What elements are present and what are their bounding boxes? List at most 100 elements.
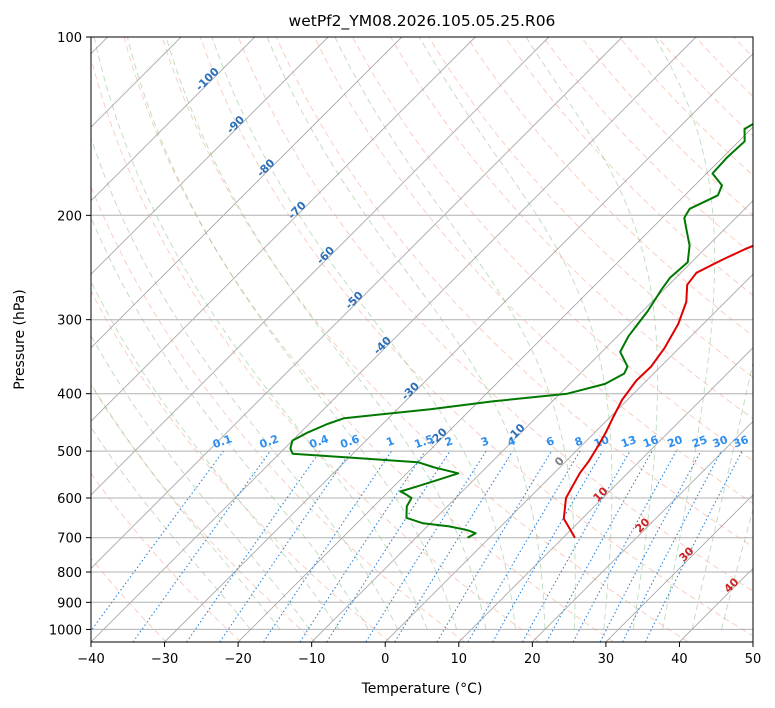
x-tick-label: −10 <box>298 652 325 667</box>
dry-adiabat <box>428 37 753 378</box>
x-tick-label: 30 <box>598 652 615 667</box>
y-tick-label: 100 <box>57 31 82 46</box>
moist-adiabat <box>91 382 281 630</box>
isotherm <box>91 37 329 275</box>
dry-adiabat <box>199 37 753 637</box>
mixing-ratio-line <box>91 450 224 632</box>
mixing-ratio-line <box>299 450 426 642</box>
mixing-ratio-label: 8 <box>573 434 585 449</box>
plot-area <box>91 37 753 642</box>
dry-adiabat <box>123 37 614 642</box>
x-tick-label: −40 <box>77 652 104 667</box>
moist-adiabat <box>91 334 310 630</box>
mixing-ratio-label: 36 <box>731 433 750 451</box>
dewpoint-profile-line <box>289 122 753 539</box>
moist-adiabat <box>525 37 659 630</box>
dry-adiabat <box>390 37 753 420</box>
dry-adiabat <box>91 472 242 642</box>
x-tick-label: 40 <box>671 652 688 667</box>
y-axis-ticks: 100 200 300 400 500 600 700 800 900 1000 <box>49 31 91 638</box>
mixing-ratio-label: 20 <box>666 433 685 451</box>
isotherm <box>91 37 256 202</box>
mixing-ratio-label: 0.1 <box>211 432 234 451</box>
mixing-ratio-label: 25 <box>690 433 709 450</box>
x-tick-label: 50 <box>745 652 762 667</box>
mixing-ratio-line <box>186 450 321 642</box>
dry-adiabat <box>314 37 753 505</box>
mixing-ratio-line <box>326 450 451 642</box>
dry-adiabat <box>618 37 753 176</box>
dry-adiabat <box>275 37 753 548</box>
x-tick-label: 20 <box>524 652 541 667</box>
dry-adiabat <box>161 37 689 642</box>
moist-adiabat <box>211 37 516 630</box>
y-tick-label: 500 <box>57 445 82 460</box>
mixing-ratio-line <box>546 450 653 642</box>
plot-frame <box>90 36 754 643</box>
y-tick-label: 800 <box>57 566 82 581</box>
x-tick-label: 0 <box>381 652 389 667</box>
moist-adiabat <box>91 136 399 630</box>
mixing-ratio-line <box>132 450 271 642</box>
x-axis-ticks: −40 −30 −20 −10 0 10 20 30 40 50 <box>77 642 761 667</box>
y-tick-label: 700 <box>57 532 82 547</box>
moist-adiabat <box>720 507 753 630</box>
y-tick-label: 400 <box>57 388 82 403</box>
dry-adiabat <box>237 37 753 592</box>
mixing-ratio-label: 0.6 <box>338 432 361 451</box>
isotherm <box>531 420 753 642</box>
moist-adiabat <box>419 37 613 630</box>
y-tick-label: 600 <box>57 492 82 507</box>
isotherm <box>237 126 753 642</box>
isotherm <box>91 37 623 570</box>
mixing-ratio-line <box>522 450 631 642</box>
mixing-ratio-line <box>263 450 392 642</box>
y-axis-label: Pressure (hPa) <box>12 289 28 389</box>
isotherm <box>91 37 697 642</box>
y-tick-label: 1000 <box>49 623 82 638</box>
mixing-ratio-label: 3 <box>479 434 491 449</box>
mixing-ratio-label: 30 <box>711 433 730 451</box>
isotherm <box>458 347 753 642</box>
dry-adiabat <box>91 185 465 642</box>
mixing-ratio-label: 2 <box>443 434 455 449</box>
mixing-ratio-label: 6 <box>544 434 556 449</box>
isotherm <box>91 37 476 422</box>
mixing-ratio-label: 0.4 <box>308 432 331 451</box>
x-axis-label: Temperature (°C) <box>361 681 483 697</box>
y-tick-label: 200 <box>57 209 82 224</box>
mixing-ratio-label: 16 <box>641 433 660 451</box>
mixing-ratio-label: 4 <box>506 434 518 449</box>
mixing-ratio-label: 0.2 <box>258 432 281 451</box>
x-tick-label: −30 <box>151 652 178 667</box>
moist-adiabat <box>126 37 458 630</box>
isotherm <box>91 37 403 349</box>
isotherm <box>384 273 753 642</box>
mixing-ratio-line <box>394 450 514 642</box>
dry-adiabat <box>91 290 391 642</box>
profile-series <box>289 122 753 539</box>
moist-adiabat <box>266 37 546 630</box>
background-lines <box>91 37 753 642</box>
isotherm <box>311 200 753 642</box>
x-tick-label: −20 <box>224 652 251 667</box>
moist-adiabat <box>91 216 369 630</box>
y-tick-label: 300 <box>57 314 82 329</box>
mixing-ratio-label: 1.5 <box>413 432 436 451</box>
moist-adiabat <box>165 37 487 630</box>
mixing-ratio-line <box>219 450 352 642</box>
dry-adiabat <box>504 37 753 296</box>
x-tick-label: 10 <box>451 652 468 667</box>
dry-adiabat <box>91 384 316 642</box>
isotherm <box>91 37 550 496</box>
moist-adiabat <box>91 426 252 630</box>
dry-adiabat <box>91 56 540 642</box>
temperature-profile-line <box>562 244 753 539</box>
moist-adiabat <box>654 37 716 630</box>
moist-adiabat <box>93 37 428 630</box>
mixing-ratio-line <box>644 450 743 642</box>
mixing-ratio-label: 1 <box>384 434 396 449</box>
chart-title: wetPf2_YM08.2026.105.05.25.R06 <box>289 12 556 31</box>
moist-adiabat <box>691 360 753 630</box>
